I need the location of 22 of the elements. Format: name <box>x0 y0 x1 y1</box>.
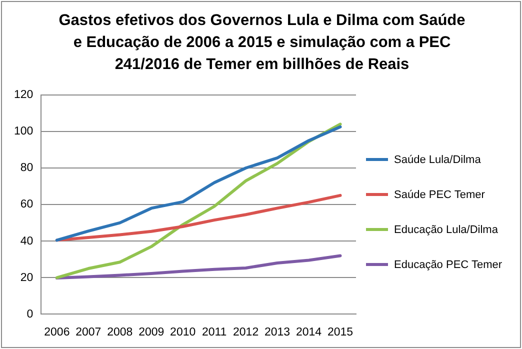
x-tick-label: 2010 <box>170 326 196 338</box>
legend-label: Saúde Lula/Dilma <box>394 154 481 166</box>
y-tick-label: 80 <box>20 162 34 174</box>
x-tick-label: 2015 <box>327 326 354 338</box>
y-tick-label: 0 <box>26 308 34 320</box>
y-tick-label: 100 <box>14 126 34 138</box>
x-tick-label: 2009 <box>138 326 164 338</box>
y-tick-label: 40 <box>20 235 34 248</box>
legend-label: Educação Lula/Dilma <box>394 224 498 236</box>
chart-title: Gastos efetivos dos Governos Lula e Dilma com Saúde e Educação de 2006 a 2015 e simulação com a PEC 241/2016 de Temer em billhões de Reais <box>58 11 466 75</box>
y-tick-label: 20 <box>20 272 34 284</box>
x-tick-label: 2012 <box>233 326 259 338</box>
x-tick-label: 2014 <box>296 326 322 338</box>
x-tick-label: 2013 <box>264 326 290 338</box>
x-tick-label: 2011 <box>202 326 227 338</box>
x-tick-label: 2007 <box>76 326 102 338</box>
legend-label: Educação PEC Temer <box>394 258 502 270</box>
legend-label: Saúde PEC Temer <box>394 188 485 200</box>
x-tick-label: 2008 <box>107 326 133 338</box>
x-tick-label: 2006 <box>44 326 70 338</box>
y-tick-label: 60 <box>20 198 34 211</box>
y-tick-label: 120 <box>14 89 34 102</box>
